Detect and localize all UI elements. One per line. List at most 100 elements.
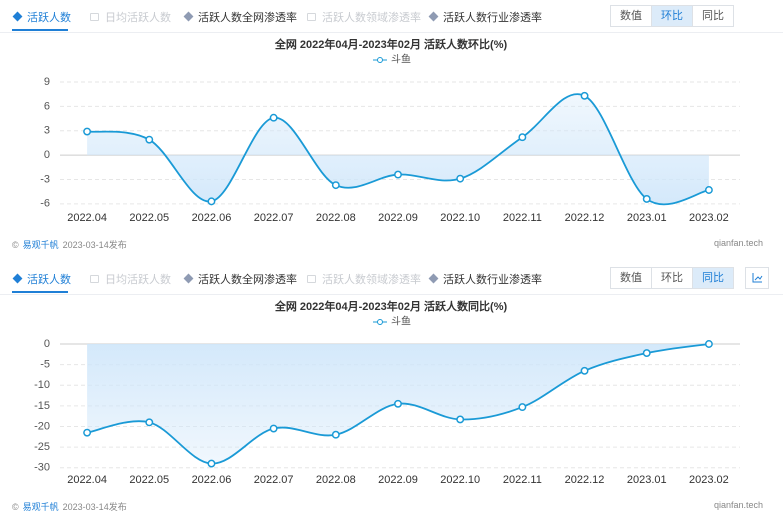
tab-icon [90,275,99,283]
toggle-button[interactable]: 环比 [651,5,693,27]
tab[interactable]: 日均活跃人数 [90,271,171,287]
tab[interactable]: 活跃人数 [12,9,71,25]
button-group: 数值 环比 同比 [610,267,734,289]
point [642,349,651,358]
x-tick-label: 2022.12 [565,212,605,224]
tab-label: 活跃人数全网渗透率 [198,12,297,24]
point [83,428,92,437]
x-tick-label: 2022.10 [440,474,480,486]
brand: 易观千帆 [22,240,59,250]
area [87,344,709,464]
area [87,94,709,205]
chart-title: 全网 2022年04月-2023年02月 活跃人数环比(%) [274,37,508,51]
x-tick-label: 2022.04 [67,212,107,224]
tab[interactable]: 活跃人数全网渗透率 [183,271,297,287]
publish-date: 2023-03-14发布 [62,502,127,512]
site: qianfan.tech [713,238,763,248]
toggle-button[interactable]: 同比 [692,5,734,27]
tab-label: 活跃人数行业渗透率 [443,12,542,24]
x-tick-label: 2022.06 [192,474,232,486]
y-tick-label: -25 [34,441,50,453]
tab-label: 活跃人数 [27,274,71,286]
tab[interactable]: 日均活跃人数 [90,9,171,25]
tab-label: 活跃人数行业渗透率 [443,274,542,286]
tab[interactable]: 活跃人数行业渗透率 [428,9,542,25]
toggle-button[interactable]: 同比 [692,267,734,289]
tab-icon [307,275,316,283]
footer-left: © 易观千帆 2023-03-14发布 [12,500,127,513]
point [207,197,216,206]
point [269,113,278,122]
tab[interactable]: 活跃人数 [12,271,71,287]
tab-icon [428,273,439,284]
copyright: © [12,502,19,512]
point [704,186,713,194]
point [394,399,402,408]
panel: 全网 2022年04月-2023年02月 活跃人数同比(%) 斗鱼 -30 -25 -2… [0,262,783,517]
y-tick-label: 6 [44,100,50,112]
tab-icon [90,13,99,21]
button-group: 数值 环比 同比 [610,5,734,27]
tab[interactable]: 活跃人数全网渗透率 [183,9,297,25]
tab-label: 日均活跃人数 [105,12,171,24]
x-tick-label: 2022.08 [316,212,356,224]
chart-title: 全网 2022年04月-2023年02月 活跃人数同比(%) [274,299,508,313]
icon [752,273,763,283]
tab-underline [12,291,68,293]
x-tick-label: 2022.11 [503,212,542,224]
x-tick-label: 2022.07 [254,212,294,224]
x-tick-label: 2022.08 [316,474,356,486]
tab-label: 日均活跃人数 [105,274,171,286]
y-tick-label: -20 [34,420,50,432]
legend-label: 斗鱼 [391,315,411,328]
copyright: © [12,240,19,250]
y-tick-label: -3 [40,173,50,185]
y-tick-label: -6 [40,198,50,210]
point [580,91,589,100]
y-tick-label: 0 [44,338,50,350]
x-tick-label: 2022.05 [129,212,169,224]
x-tick-label: 2022.09 [378,474,418,486]
tab-icon [307,13,316,21]
y-tick-label: -5 [40,359,50,371]
y-tick-label: -30 [34,462,50,474]
legend-marker [377,319,383,325]
point [145,418,154,427]
x-tick-label: 2023.01 [627,212,667,224]
toggle-button[interactable]: 数值 [610,5,652,27]
x-tick-label: 2022.09 [378,212,418,224]
point [518,133,527,142]
tab-icon [183,273,194,284]
chart-icon-button[interactable] [745,267,769,289]
tab-bar: 活跃人数 日均活跃人数 活跃人数全网渗透率 活跃人数领域渗透率 活跃人数行业渗透率 [0,0,783,33]
point [704,340,713,348]
point [642,194,651,203]
y-tick-label: 9 [44,76,50,88]
point [518,403,527,412]
legend-label: 斗鱼 [391,53,411,66]
x-tick-label: 2022.07 [254,474,294,486]
toggle-button[interactable]: 环比 [651,267,693,289]
point [331,181,340,190]
publish-date: 2023-03-14发布 [62,240,127,250]
y-tick-label: 0 [44,149,50,161]
legend-marker [377,57,383,63]
point [394,170,402,179]
x-tick-label: 2022.10 [440,212,480,224]
x-tick-label: 2022.04 [67,474,107,486]
tab-label: 活跃人数全网渗透率 [198,274,297,286]
x-tick-label: 2022.06 [192,212,232,224]
point [456,415,465,424]
point [269,424,278,433]
x-tick-label: 2023.01 [627,474,667,486]
y-tick-label: -10 [34,379,50,391]
tab-bar: 活跃人数 日均活跃人数 活跃人数全网渗透率 活跃人数领域渗透率 活跃人数行业渗透率 [0,262,783,295]
tab[interactable]: 活跃人数领域渗透率 [307,9,421,25]
brand: 易观千帆 [22,502,59,512]
tab-icon [12,273,23,284]
point [580,366,589,375]
tab[interactable]: 活跃人数领域渗透率 [307,271,421,287]
tab[interactable]: 活跃人数行业渗透率 [428,271,542,287]
toggle-button[interactable]: 数值 [610,267,652,289]
